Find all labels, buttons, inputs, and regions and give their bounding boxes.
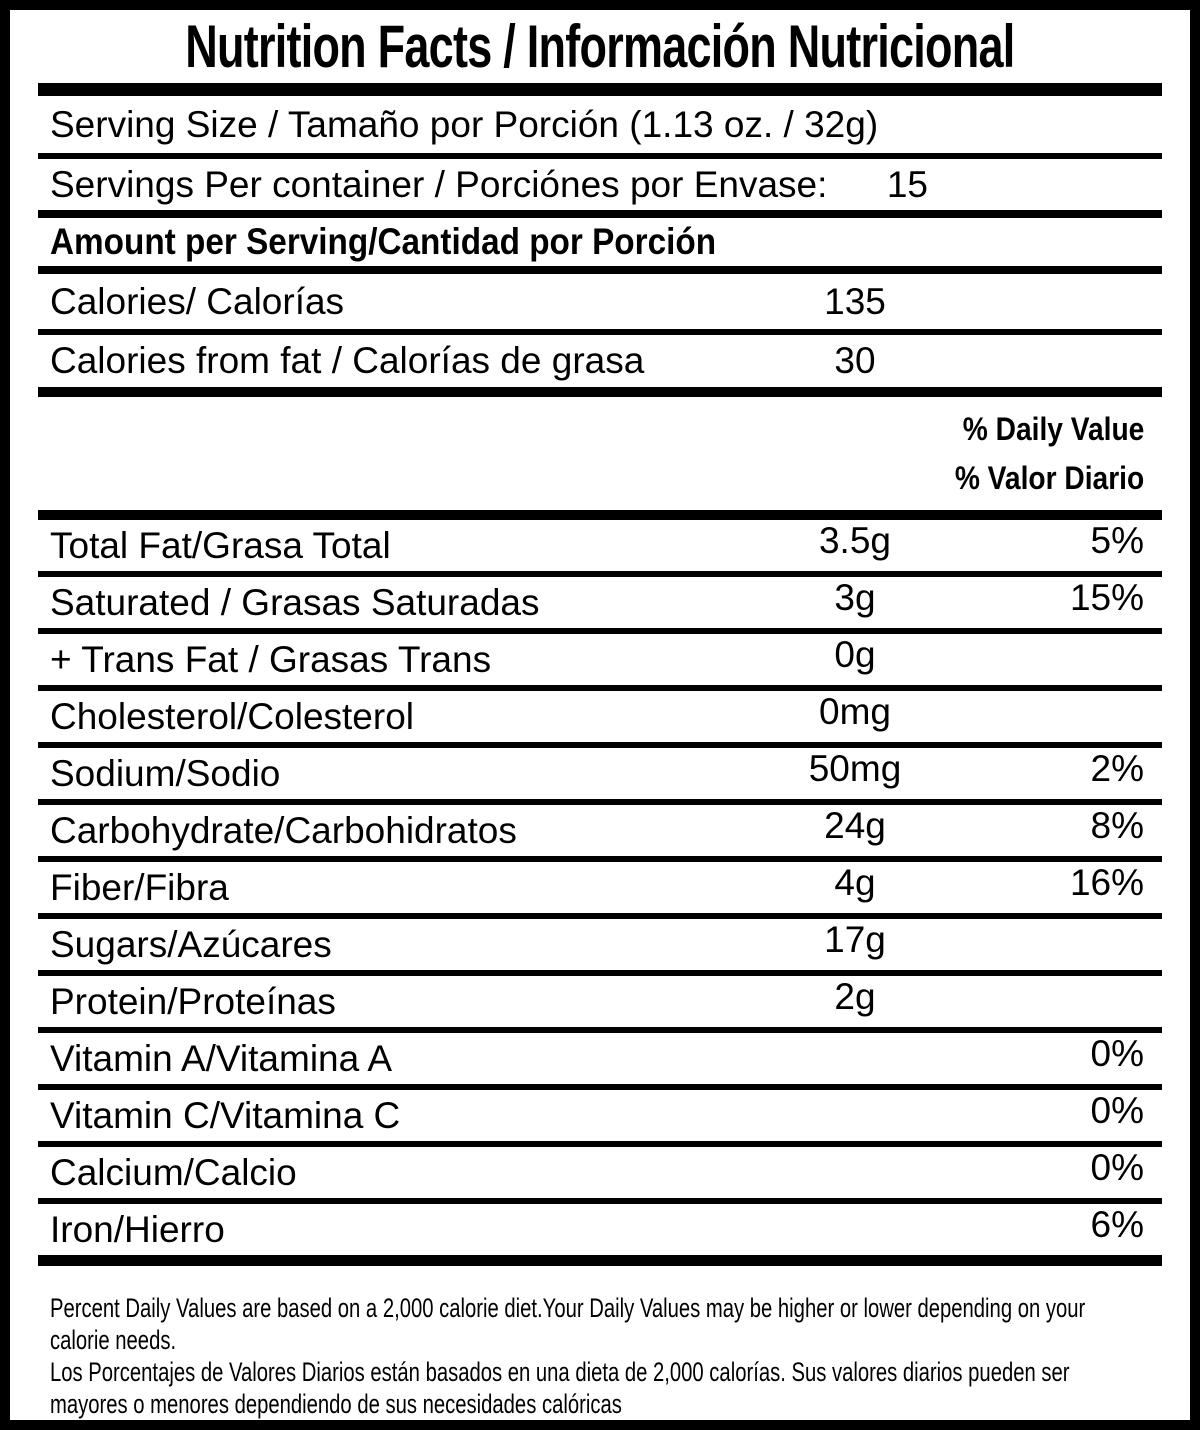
nutrient-label: Protein/Proteínas — [50, 980, 336, 1022]
divider — [38, 210, 1162, 218]
nutrient-row: Saturated / Grasas Saturadas 3g 15% — [38, 571, 1162, 628]
nutrient-row: Vitamin C/Vitamina C 0% — [38, 1084, 1162, 1141]
label-content: Nutrition Facts / Información Nutriciona… — [10, 10, 1190, 1420]
nutrient-amount: 24g — [824, 804, 886, 846]
calories-from-fat-value: 30 — [834, 340, 876, 381]
nutrient-label: Vitamin A/Vitamina A — [50, 1037, 393, 1079]
nutrient-daily-value: 2% — [1090, 747, 1144, 789]
calories-value: 135 — [824, 280, 886, 322]
nutrient-label: Cholesterol/Colesterol — [50, 695, 415, 737]
nutrient-label: Sodium/Sodio — [50, 752, 281, 794]
nutrient-row: Total Fat/Grasa Total 3.5g 5% — [38, 520, 1162, 571]
nutrient-row: + Trans Fat / Grasas Trans 0g — [38, 628, 1162, 685]
calories-row: Calories/ Calorías 135 — [38, 274, 1162, 329]
nutrient-daily-value: 5% — [1090, 519, 1144, 561]
nutrient-amount: 4g — [834, 861, 876, 903]
nutrient-daily-value: 0% — [1090, 1089, 1144, 1131]
label-header: Nutrition Facts / Información Nutriciona… — [38, 10, 1162, 83]
calories-from-fat-row: Calories from fat / Calorías de grasa 30 — [38, 335, 1162, 387]
servings-per-container-label: Servings Per container / Porciónes por E… — [50, 163, 828, 205]
servings-per-container-value: 15 — [886, 163, 928, 205]
nutrient-amount: 50mg — [808, 747, 902, 789]
nutrient-rows: Total Fat/Grasa Total 3.5g 5% Saturated … — [38, 520, 1162, 1255]
nutrient-label: Sugars/Azúcares — [50, 923, 332, 965]
nutrient-daily-value: 0% — [1090, 1032, 1144, 1074]
thick-divider — [38, 1255, 1162, 1266]
nutrient-row: Protein/Proteínas 2g — [38, 970, 1162, 1027]
nutrient-label: Saturated / Grasas Saturadas — [50, 581, 540, 623]
divider — [38, 329, 1162, 335]
nutrient-daily-value: 16% — [1069, 861, 1144, 903]
nutrient-row: Vitamin A/Vitamina A 0% — [38, 1027, 1162, 1084]
serving-size-text: Serving Size / Tamaño por Porción (1.13 … — [50, 103, 879, 145]
nutrient-row: Fiber/Fibra 4g 16% — [38, 856, 1162, 913]
nutrient-label: Vitamin C/Vitamina C — [50, 1094, 401, 1136]
amount-per-serving-header: Amount per Serving/Cantidad por Porción — [50, 221, 717, 262]
nutrient-daily-value: 15% — [1069, 576, 1144, 618]
nutrient-label: Total Fat/Grasa Total — [50, 524, 391, 566]
nutrient-label: Carbohydrate/Carbohidratos — [50, 809, 517, 851]
footnote-line: calorie needs. — [50, 1325, 177, 1355]
footnote-line: Los Porcentajes de Valores Diarios están… — [50, 1357, 1070, 1387]
daily-value-header-block: % Daily Value % Valor Diario — [38, 397, 1162, 510]
daily-value-header-en: % Daily Value — [962, 411, 1144, 447]
calories-label: Calories/ Calorías — [50, 280, 345, 322]
thick-divider — [38, 510, 1162, 520]
nutrient-row: Carbohydrate/Carbohidratos 24g 8% — [38, 799, 1162, 856]
nutrient-label: Iron/Hierro — [50, 1208, 225, 1250]
nutrient-amount: 3.5g — [818, 519, 891, 561]
nutrient-amount: 0mg — [819, 690, 891, 732]
nutrient-row: Calcium/Calcio 0% — [38, 1141, 1162, 1198]
servings-per-container-row: Servings Per container / Porciónes por E… — [38, 159, 1162, 210]
footnote-line: Percent Daily Values are based on a 2,00… — [50, 1293, 1086, 1323]
daily-value-header-es: % Valor Diario — [954, 460, 1144, 496]
serving-size-row: Serving Size / Tamaño por Porción (1.13 … — [38, 96, 1162, 153]
nutrient-amount: 0g — [834, 633, 876, 675]
nutrient-row: Sugars/Azúcares 17g — [38, 913, 1162, 970]
footnotes: Percent Daily Values are based on a 2,00… — [38, 1292, 1162, 1420]
nutrient-label: Fiber/Fibra — [50, 866, 229, 908]
nutrient-daily-value: 6% — [1090, 1203, 1144, 1245]
divider — [38, 153, 1162, 159]
footnote-line: mayores o menores dependiendo de sus nec… — [50, 1389, 622, 1419]
nutrient-row: Cholesterol/Colesterol 0mg — [38, 685, 1162, 742]
nutrient-daily-value: 0% — [1090, 1146, 1144, 1188]
nutrient-amount: 17g — [824, 918, 886, 960]
label-title: Nutrition Facts / Información Nutriciona… — [185, 13, 1015, 80]
nutrient-row: Iron/Hierro 6% — [38, 1198, 1162, 1255]
amount-per-serving-row: Amount per Serving/Cantidad por Porción — [38, 218, 1162, 266]
thick-divider — [38, 387, 1162, 397]
nutrient-label: + Trans Fat / Grasas Trans — [50, 638, 492, 680]
nutrient-row: Sodium/Sodio 50mg 2% — [38, 742, 1162, 799]
title-divider-bar — [38, 83, 1162, 96]
divider — [38, 266, 1162, 274]
calories-from-fat-label: Calories from fat / Calorías de grasa — [50, 340, 645, 381]
nutrient-amount: 3g — [834, 576, 876, 618]
nutrient-daily-value: 8% — [1090, 804, 1144, 846]
nutrient-label: Calcium/Calcio — [50, 1151, 297, 1193]
nutrient-amount: 2g — [834, 975, 876, 1017]
